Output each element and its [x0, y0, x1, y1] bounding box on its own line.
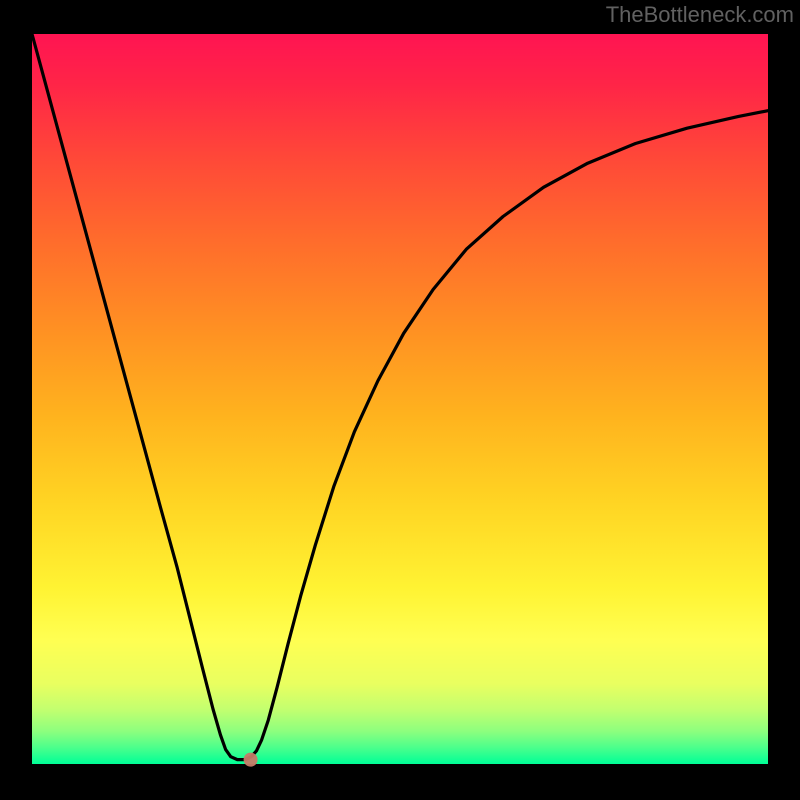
plot-background: [32, 34, 768, 764]
bottleneck-chart: TheBottleneck.com: [0, 0, 800, 800]
optimum-marker: [244, 753, 258, 767]
watermark-text: TheBottleneck.com: [606, 2, 794, 28]
chart-canvas: [0, 0, 800, 800]
